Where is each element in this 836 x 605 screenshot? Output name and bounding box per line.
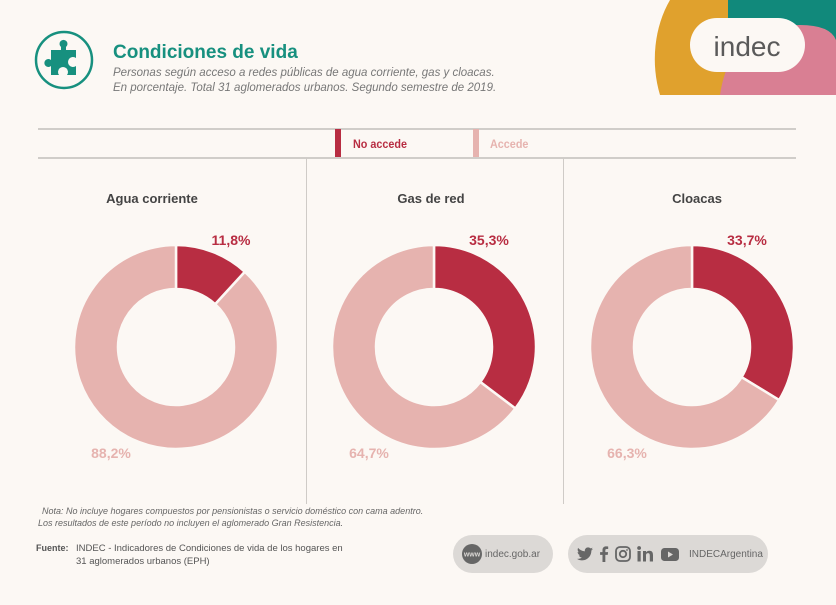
social-links[interactable]: INDECArgentina	[568, 535, 768, 573]
globe-www-icon: www	[462, 544, 482, 564]
donut-slice-accede	[588, 243, 781, 451]
data-label-accede: 64,7%	[349, 445, 389, 461]
donut-slice-accede	[72, 243, 280, 451]
twitter-icon[interactable]	[577, 547, 593, 561]
website-text: indec.gob.ar	[485, 548, 541, 560]
svg-text:www: www	[463, 552, 481, 559]
donut-slice-no-accede	[690, 243, 796, 402]
legend-label-no-accede: No accede	[353, 137, 408, 151]
panel-divider-2	[563, 158, 564, 504]
subtitle-line-2: En porcentaje. Total 31 aglomerados urba…	[113, 82, 497, 94]
data-label-accede: 66,3%	[607, 445, 647, 461]
note-line-2: Los resultados de este período no incluy…	[38, 518, 344, 528]
data-label-no-accede: 11,8%	[212, 232, 251, 248]
facebook-icon[interactable]	[599, 546, 609, 562]
data-label-no-accede: 35,3%	[469, 232, 509, 248]
logo-text: indec	[714, 31, 781, 62]
chart-title-agua: Agua corriente	[106, 191, 198, 206]
donut-chart-cloacas: 33,7% 66,3%	[588, 232, 796, 461]
chart-title-gas: Gas de red	[397, 191, 465, 206]
indec-logo: indec	[654, 0, 836, 95]
legend-label-accede: Accede	[490, 137, 529, 151]
linkedin-icon[interactable]	[637, 546, 655, 562]
page-title: Condiciones de vida	[113, 42, 298, 63]
note-line-1: Nota: No incluye hogares compuestos por …	[42, 506, 424, 516]
legend-swatch-accede	[473, 129, 479, 157]
legend-top-divider	[38, 128, 796, 130]
legend-swatch-no-accede	[335, 129, 341, 157]
data-label-accede: 88,2%	[91, 445, 131, 461]
youtube-icon[interactable]	[661, 547, 679, 561]
website-link[interactable]: www indec.gob.ar	[453, 535, 553, 573]
source-line-1: INDEC - Indicadores de Condiciones de vi…	[76, 543, 343, 554]
donut-slice-no-accede	[432, 243, 538, 411]
social-handle: INDECArgentina	[689, 548, 763, 560]
donut-chart-gas: 35,3% 64,7%	[330, 232, 538, 461]
donut-chart-agua: 11,8% 88,2%	[72, 232, 280, 461]
donut-slice-accede	[330, 243, 518, 451]
source-label: Fuente:	[36, 543, 69, 553]
subtitle-line-1: Personas según acceso a redes públicas d…	[113, 67, 495, 79]
data-label-no-accede: 33,7%	[727, 232, 767, 248]
panel-divider-1	[306, 158, 307, 504]
chart-title-cloacas: Cloacas	[672, 191, 722, 206]
puzzle-piece-icon	[34, 30, 94, 90]
source-line-2: 31 aglomerados urbanos (EPH)	[76, 556, 210, 567]
legend-bottom-divider	[38, 157, 796, 159]
instagram-icon[interactable]	[615, 546, 631, 562]
